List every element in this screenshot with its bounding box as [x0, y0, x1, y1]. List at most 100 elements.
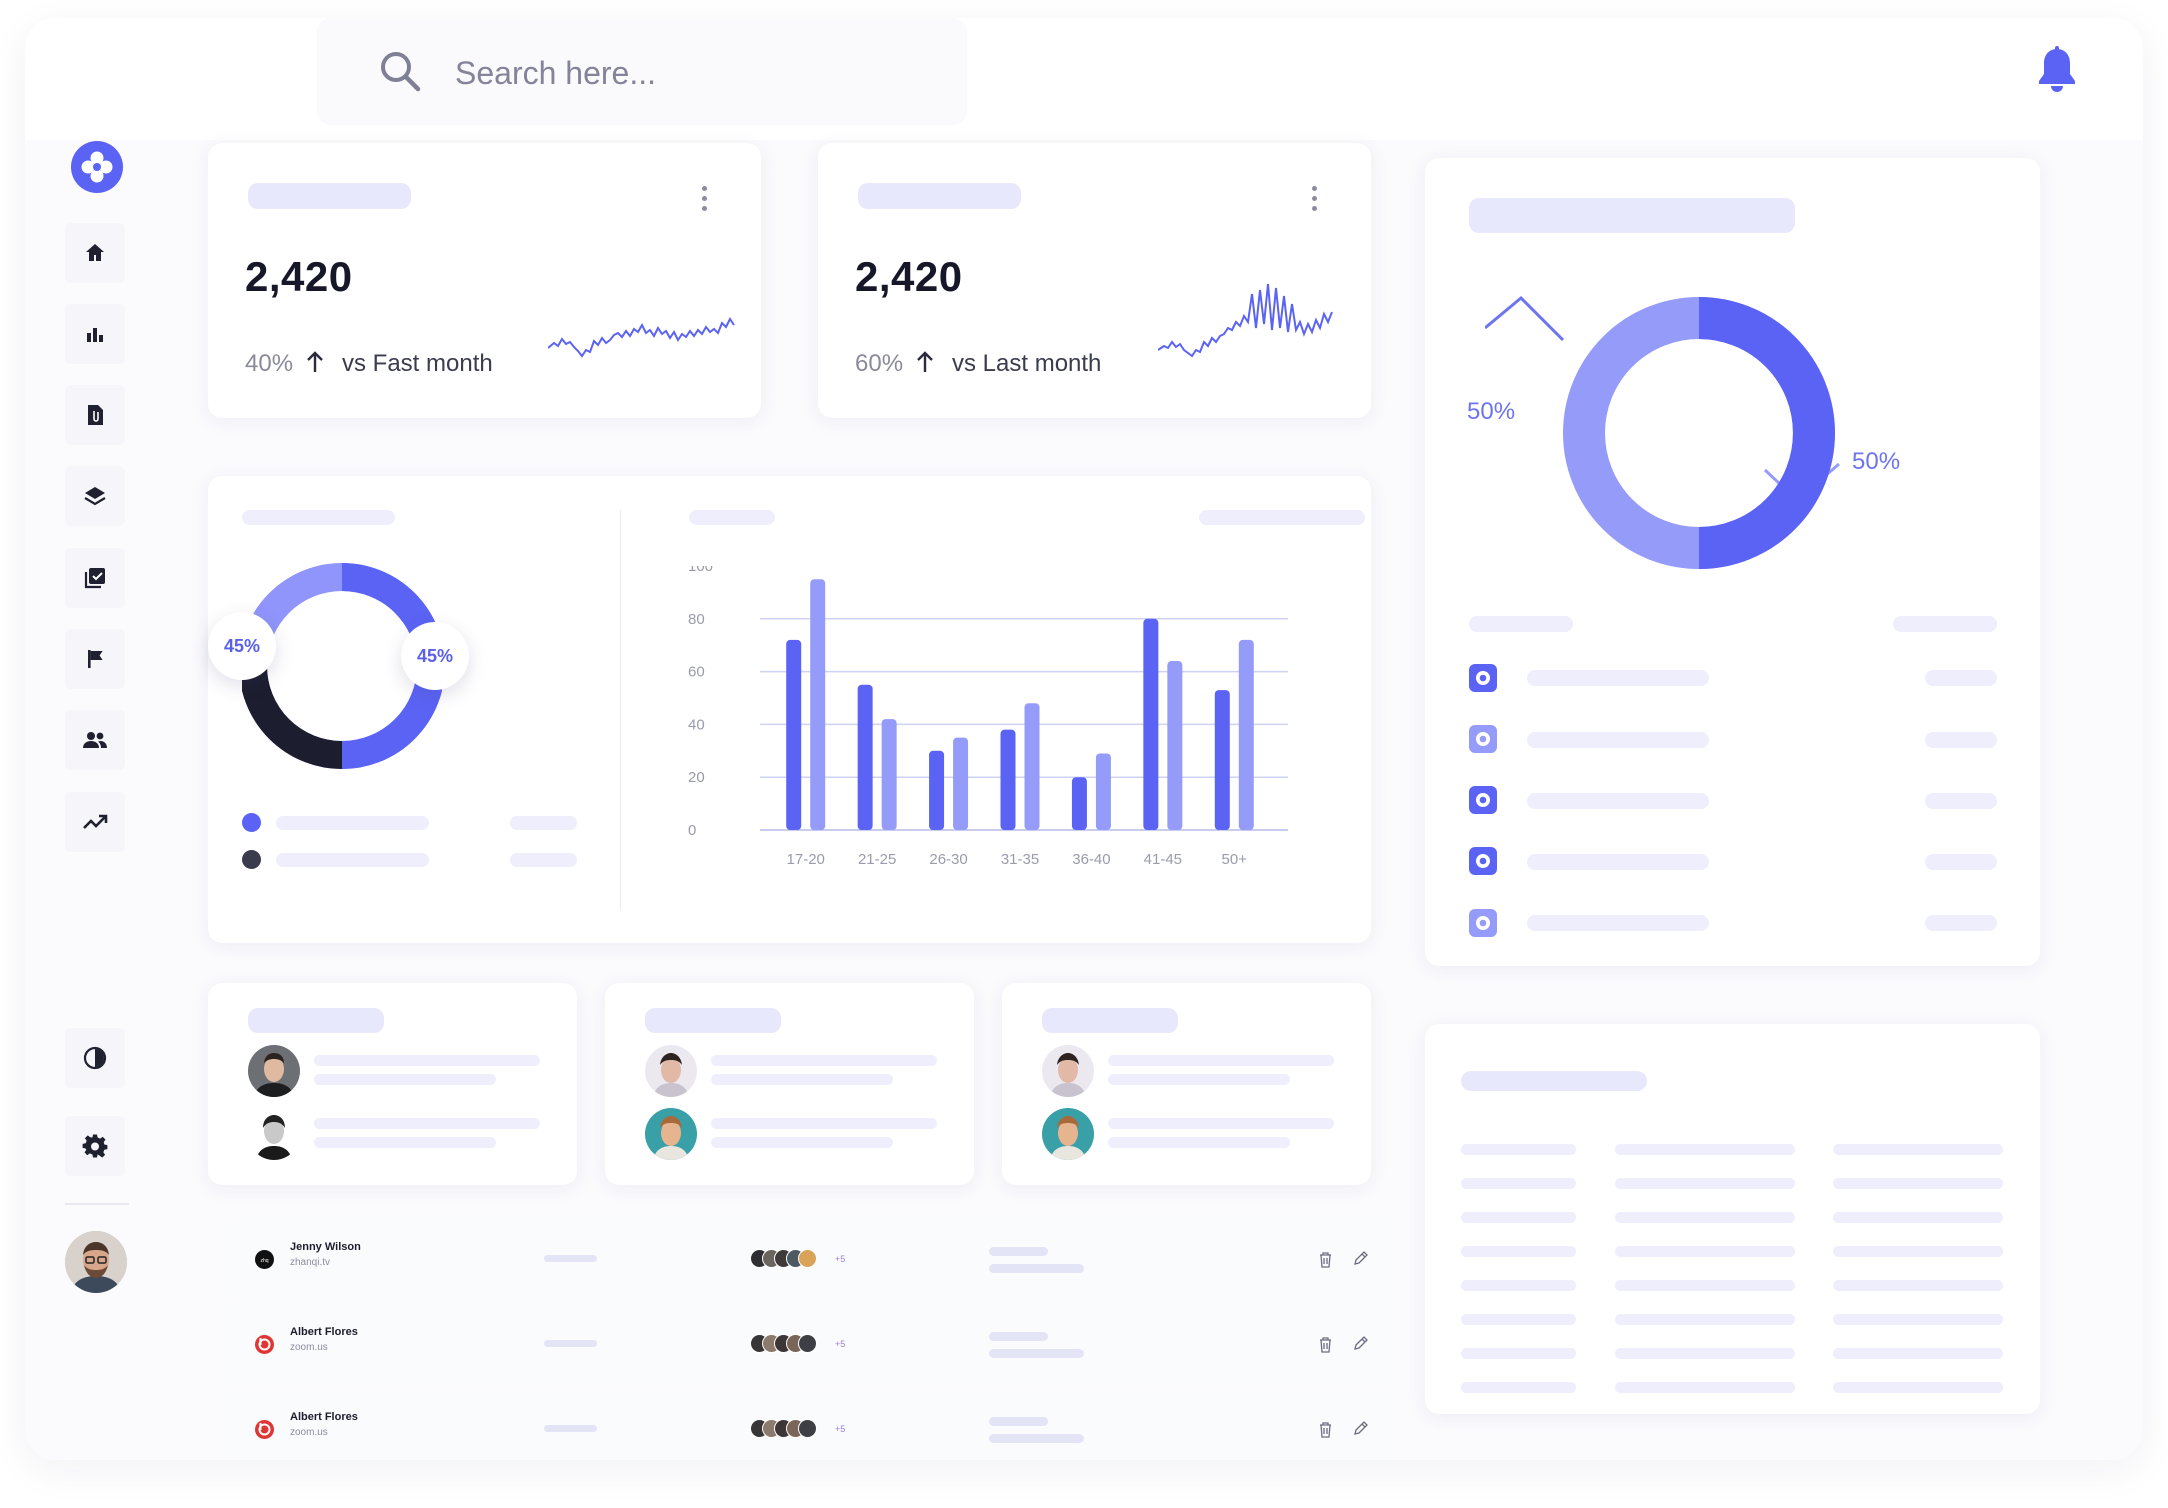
card-divider: [620, 510, 621, 910]
person-avatar[interactable]: [1042, 1108, 1094, 1160]
chart-filter-placeholder[interactable]: [1199, 510, 1365, 525]
trash-icon[interactable]: [1318, 1421, 1333, 1443]
legend-value-placeholder: [510, 853, 577, 867]
document-icon[interactable]: [65, 385, 125, 445]
flag-icon[interactable]: [65, 629, 125, 689]
person-name-placeholder: [314, 1055, 540, 1066]
more-members-count: +5: [835, 1339, 846, 1349]
table-cell-placeholder: [1833, 1246, 2003, 1257]
bar[interactable]: [1143, 618, 1159, 830]
bar[interactable]: [1000, 729, 1016, 830]
legend-value-placeholder: [510, 816, 577, 830]
company-logo-icon: [255, 1420, 274, 1439]
edit-icon[interactable]: [1352, 1250, 1369, 1272]
bar[interactable]: [1238, 639, 1254, 830]
member-avatars[interactable]: [750, 1249, 830, 1268]
bar[interactable]: [953, 737, 969, 830]
y-tick-label: 100: [688, 566, 713, 575]
x-tick-label: 17-20: [787, 851, 825, 868]
card-title-placeholder: [248, 1008, 384, 1033]
person-name-placeholder: [711, 1118, 937, 1129]
users-icon[interactable]: [65, 710, 125, 770]
list-item-label-placeholder: [1527, 854, 1709, 870]
search-icon[interactable]: [377, 48, 423, 99]
table-cell-placeholder: [1461, 1178, 1576, 1189]
legend-label-placeholder: [276, 853, 429, 867]
bar[interactable]: [929, 750, 945, 830]
trending-up-icon[interactable]: [65, 792, 125, 852]
bar[interactable]: [810, 579, 826, 830]
bar[interactable]: [1024, 703, 1040, 830]
member-avatars[interactable]: [750, 1419, 830, 1438]
stat-comparison: vs Fast month: [342, 350, 493, 377]
table-cell-placeholder: [1833, 1348, 2003, 1359]
table-row[interactable]: zhq Jenny Wilson zhanqi.tv +5: [232, 1221, 1392, 1299]
list-header-placeholder: [1469, 616, 1573, 632]
edit-icon[interactable]: [1352, 1420, 1369, 1442]
more-members-count: +5: [835, 1254, 846, 1264]
table-cell-placeholder: [1833, 1382, 2003, 1393]
person-detail-placeholder: [711, 1137, 893, 1148]
person-avatar[interactable]: [248, 1045, 300, 1097]
bell-icon[interactable]: [2036, 46, 2078, 99]
row-cell-placeholder: [544, 1255, 597, 1262]
row-domain: zhanqi.tv: [290, 1257, 331, 1268]
edit-icon[interactable]: [1352, 1335, 1369, 1357]
table-card: [1425, 1024, 2040, 1414]
person-avatar[interactable]: [248, 1108, 300, 1160]
card-title-placeholder: [1461, 1071, 1647, 1091]
search-input[interactable]: [455, 48, 935, 98]
person-avatar[interactable]: [645, 1045, 697, 1097]
user-avatar[interactable]: [65, 1231, 127, 1293]
checklist-icon[interactable]: [65, 548, 125, 608]
settings-icon[interactable]: [65, 1116, 125, 1176]
stat-comparison: vs Last month: [952, 350, 1102, 377]
bar[interactable]: [1071, 777, 1087, 830]
stat-card-1: 2,420 40% vs Fast month: [208, 143, 761, 418]
person-avatar[interactable]: [1042, 1045, 1094, 1097]
top-bar: [25, 18, 2143, 140]
bar[interactable]: [881, 719, 897, 830]
more-options-icon[interactable]: [702, 186, 708, 216]
donut-percent-badge: 45%: [401, 622, 469, 690]
y-tick-label: 20: [688, 769, 705, 786]
person-name-placeholder: [711, 1055, 937, 1066]
bar-chart-icon[interactable]: [65, 304, 125, 364]
bar[interactable]: [1095, 753, 1111, 830]
person-avatar[interactable]: [645, 1108, 697, 1160]
bar[interactable]: [1167, 661, 1183, 830]
table-cell-placeholder: [1461, 1280, 1576, 1291]
bar[interactable]: [857, 684, 873, 830]
donut-left-percent: 50%: [1467, 398, 1516, 425]
trash-icon[interactable]: [1318, 1336, 1333, 1358]
arrow-up-icon: [304, 349, 326, 380]
stat-percent: 60%: [855, 350, 904, 377]
table-cell-placeholder: [1615, 1144, 1795, 1155]
logo-icon[interactable]: [71, 141, 123, 193]
row-cell-placeholder: [989, 1247, 1048, 1256]
trash-icon[interactable]: [1318, 1251, 1333, 1273]
bar[interactable]: [786, 639, 802, 830]
person-detail-placeholder: [711, 1074, 893, 1085]
list-bullet-icon: [1469, 725, 1497, 753]
legend-label-placeholder: [276, 816, 429, 830]
table-row[interactable]: Albert Flores zoom.us +5: [232, 1306, 1392, 1384]
list-item-value-placeholder: [1925, 793, 1997, 809]
table-cell-placeholder: [1615, 1178, 1795, 1189]
bar[interactable]: [1214, 690, 1230, 830]
table-cell-placeholder: [1461, 1246, 1576, 1257]
more-options-icon[interactable]: [1312, 186, 1318, 216]
person-name-placeholder: [1108, 1118, 1334, 1129]
table-cell-placeholder: [1461, 1212, 1576, 1223]
row-domain: zoom.us: [290, 1427, 328, 1438]
home-icon[interactable]: [65, 223, 125, 283]
layers-icon[interactable]: [65, 466, 125, 526]
theme-icon[interactable]: [65, 1028, 125, 1088]
stat-card-title-placeholder: [248, 183, 411, 209]
member-avatars[interactable]: [750, 1334, 830, 1353]
table-row[interactable]: Albert Flores zoom.us +5: [232, 1391, 1392, 1460]
stat-value: 2,420: [855, 253, 963, 300]
table-cell-placeholder: [1461, 1144, 1576, 1155]
list-bullet-icon: [1469, 786, 1497, 814]
row-cell-placeholder: [989, 1434, 1084, 1443]
